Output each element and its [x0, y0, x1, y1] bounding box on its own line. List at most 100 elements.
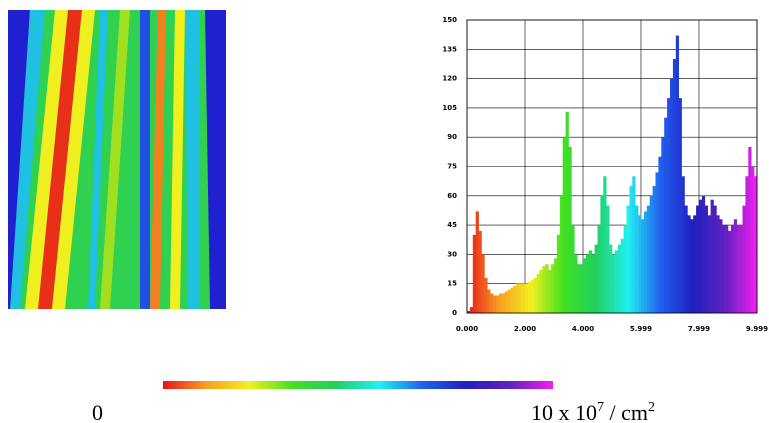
bar: [710, 199, 714, 313]
plot-frame: [466, 19, 758, 314]
bar: [603, 176, 607, 313]
bar: [704, 205, 708, 313]
bar: [525, 283, 529, 313]
bar: [498, 293, 503, 313]
bar: [725, 225, 729, 313]
bar: [742, 205, 746, 313]
x-tick-label: 9.999: [746, 325, 768, 333]
bar: [487, 289, 491, 313]
bar: [681, 176, 685, 313]
bar: [646, 205, 650, 313]
bar: [539, 270, 543, 313]
bar: [617, 244, 621, 313]
bar: [469, 307, 474, 313]
bar: [722, 225, 726, 313]
bar: [516, 283, 520, 313]
bar: [467, 311, 471, 313]
bar: [632, 176, 636, 313]
bar: [719, 219, 723, 313]
colorbar-low-label: 0: [92, 400, 103, 423]
bar: [672, 59, 677, 313]
bar: [504, 291, 508, 313]
bar: [684, 205, 688, 313]
bar: [556, 234, 561, 313]
x-tick-label: 4.000: [572, 325, 594, 333]
bar: [472, 234, 476, 313]
bar: [533, 277, 537, 313]
bar: [606, 205, 610, 313]
bar: [658, 156, 662, 313]
bar: [699, 199, 703, 313]
bar: [730, 225, 735, 313]
label-exponent: 7: [597, 400, 604, 415]
false-color-image: [8, 10, 226, 309]
bar: [748, 146, 752, 313]
bar: [542, 266, 546, 313]
bar: [655, 172, 659, 313]
bar: [754, 176, 758, 313]
bar: [527, 281, 532, 313]
bar: [597, 225, 601, 313]
bar: [649, 195, 653, 313]
bar: [588, 250, 592, 313]
bar: [728, 230, 732, 313]
bar: [493, 295, 497, 313]
bar: [507, 289, 511, 313]
y-tick-label: 30: [447, 250, 457, 258]
bar: [716, 215, 720, 313]
bar: [751, 166, 755, 313]
bar: [510, 287, 514, 313]
bar: [626, 205, 630, 313]
y-tick-label: 0: [452, 309, 457, 317]
label-unit: / cm: [604, 400, 648, 423]
bar: [667, 98, 671, 313]
x-tick-label: 5.999: [630, 325, 652, 333]
bar: [635, 205, 639, 313]
bar: [583, 258, 587, 313]
bar: [475, 211, 479, 313]
bar: [687, 215, 691, 313]
y-tick-label: 135: [442, 45, 457, 53]
bar: [496, 295, 500, 313]
bar: [707, 215, 711, 313]
y-tick-label: 150: [442, 16, 457, 24]
bar: [501, 293, 505, 313]
x-tick-label: 2.000: [514, 325, 536, 333]
bar: [571, 225, 575, 313]
bar: [513, 285, 517, 313]
label-base: 10 x 10: [531, 400, 597, 423]
bar: [670, 78, 674, 313]
bar: [490, 293, 494, 313]
y-tick-label: 90: [447, 133, 457, 141]
bar: [551, 264, 555, 313]
bar: [623, 225, 627, 313]
bar: [481, 254, 485, 313]
y-tick-label: 120: [442, 75, 457, 83]
bar: [641, 219, 645, 313]
bar: [594, 244, 598, 313]
bar: [519, 283, 523, 313]
bar: [614, 250, 619, 313]
bar: [609, 244, 613, 313]
bar: [580, 264, 584, 313]
bar: [536, 273, 540, 313]
bar: [559, 195, 563, 313]
bar: [591, 254, 595, 313]
bar: [620, 238, 624, 313]
colorbar-high-label: 10 x 107 / cm2: [531, 400, 655, 423]
bar: [643, 211, 648, 313]
bar: [690, 219, 694, 313]
bar: [545, 264, 549, 313]
y-tick-label: 105: [442, 104, 457, 112]
bar: [693, 215, 697, 313]
bar: [713, 205, 717, 313]
x-tick-label: 0.000: [456, 325, 478, 333]
unit-exponent: 2: [648, 400, 655, 415]
bar: [736, 225, 740, 313]
bar: [484, 277, 488, 313]
histogram: 0 15 30 45 60 75 90 105 120 135 150 0.000 2.000 4.000…: [442, 16, 768, 333]
colorbar: [163, 381, 553, 389]
y-tick-label: 60: [447, 192, 457, 200]
bar: [675, 35, 679, 313]
